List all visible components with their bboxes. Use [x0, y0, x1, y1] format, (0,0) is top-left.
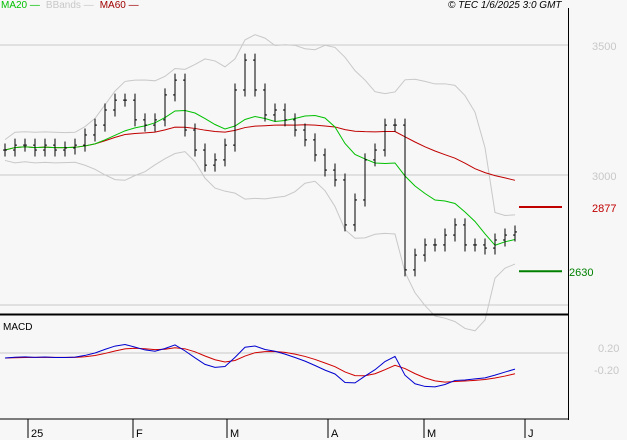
- copyright: © TEC 1/6/2025 3:0 GMT: [448, 0, 562, 11]
- legend-ma60-label: MA60: [99, 0, 126, 11]
- macd-tick-label: -0.20: [594, 365, 619, 377]
- legend: MA20 — BBands — MA60 —: [1, 0, 139, 11]
- legend-ma20: MA20 —: [1, 0, 40, 11]
- x-tick-label: 25: [31, 428, 43, 440]
- level-label: 2630: [569, 267, 593, 279]
- x-tick-label: A: [331, 428, 339, 440]
- level-label: 2877: [592, 203, 616, 215]
- price-tick-label: 3500: [592, 41, 616, 53]
- ma20-line: [4, 110, 516, 246]
- x-tick-label: M: [427, 428, 436, 440]
- macd-label: MACD: [3, 322, 33, 333]
- bband-upper: [4, 34, 516, 216]
- x-tick-label: J: [528, 428, 534, 440]
- macd-signal-line: [4, 347, 516, 383]
- legend-bbands-label: BBands: [45, 0, 81, 11]
- x-tick-label: M: [230, 428, 239, 440]
- legend-ma20-label: MA20: [1, 0, 28, 11]
- bband-lower: [4, 151, 516, 332]
- ma60-line: [4, 124, 516, 181]
- macd-line: [4, 344, 516, 388]
- macd-tick-label: 0.20: [598, 343, 619, 355]
- legend-ma60: MA60 —: [99, 0, 139, 11]
- legend-bbands: BBands —: [45, 0, 94, 11]
- price-tick-label: 3000: [592, 171, 616, 183]
- x-tick-label: F: [136, 428, 143, 440]
